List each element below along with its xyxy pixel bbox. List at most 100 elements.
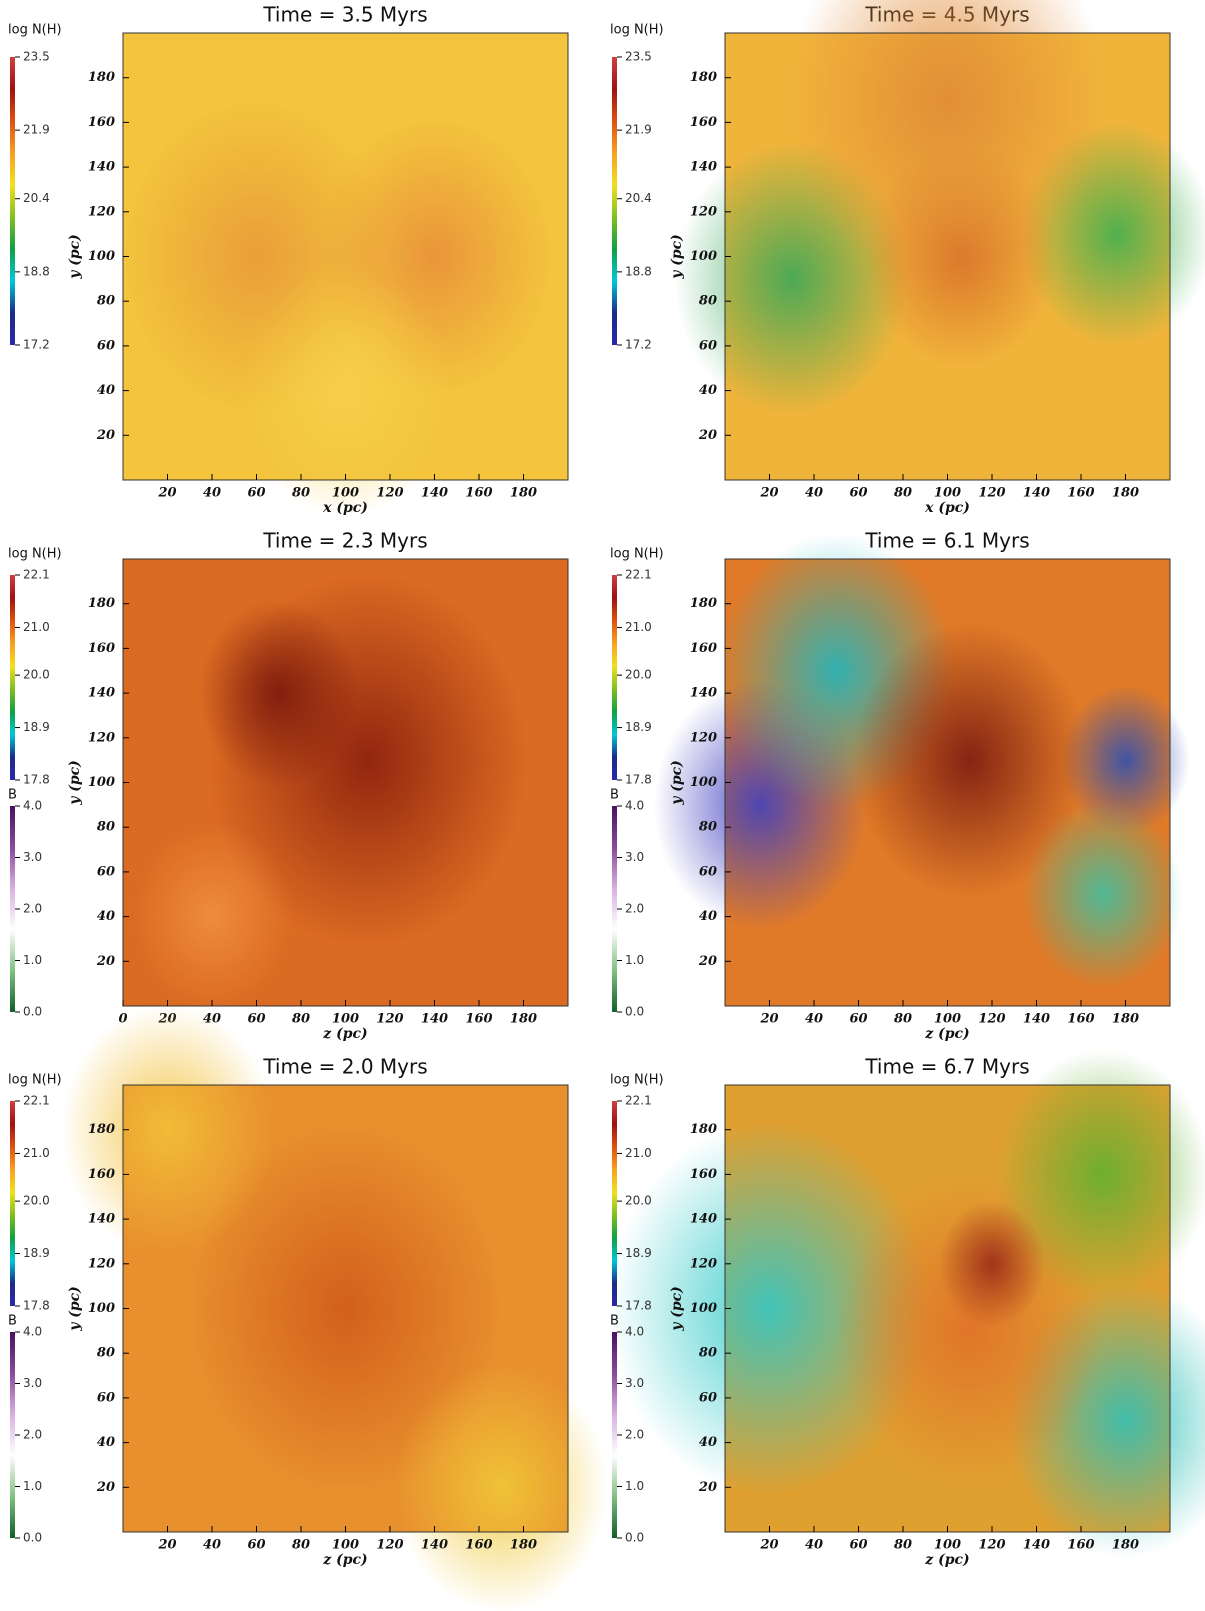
panel-title: Time = 3.5 Myrs bbox=[262, 3, 427, 27]
x-tick-label: 60 bbox=[849, 1012, 867, 1027]
heatmap-texture bbox=[1061, 685, 1190, 836]
colorbar-tick-label: 21.9 bbox=[23, 123, 50, 137]
colorbar-tick-label: 1.0 bbox=[625, 953, 644, 967]
y-tick-label: 40 bbox=[97, 909, 115, 924]
colorbar-tick-label: 2.0 bbox=[23, 1428, 42, 1442]
y-tick-label: 60 bbox=[699, 1390, 717, 1405]
colorbar-tick-label: 22.1 bbox=[23, 1094, 50, 1108]
y-tick-label: 140 bbox=[690, 1212, 717, 1227]
y-tick-label: 120 bbox=[88, 730, 115, 745]
y-tick-label: 140 bbox=[88, 1212, 115, 1227]
x-tick-label: 120 bbox=[376, 1538, 403, 1553]
colorbar bbox=[612, 1101, 617, 1306]
colorbar-label: log N(H) bbox=[610, 23, 664, 38]
y-tick-label: 100 bbox=[88, 775, 115, 790]
panel: Time = 6.7 Myrs 20 40 60 80 100 120 140 160 180 20… bbox=[609, 1049, 1205, 1568]
colorbar-tick-label: 18.9 bbox=[625, 1246, 652, 1260]
x-tick-label: 20 bbox=[157, 486, 176, 501]
y-axis-label: y (pc) bbox=[67, 760, 83, 806]
colorbar-tick-label: 18.9 bbox=[23, 1246, 50, 1260]
y-tick-label: 160 bbox=[690, 1167, 717, 1182]
colorbar-tick-label: 4.0 bbox=[625, 799, 644, 813]
x-tick-label: 60 bbox=[849, 1538, 867, 1553]
x-tick-label: 60 bbox=[247, 1538, 265, 1553]
y-tick-label: 20 bbox=[96, 1480, 115, 1495]
colorbar-tick-label: 22.1 bbox=[625, 1094, 652, 1108]
y-tick-label: 80 bbox=[699, 294, 717, 309]
x-tick-label: 140 bbox=[1023, 1538, 1050, 1553]
heatmap-texture bbox=[131, 822, 293, 1011]
y-tick-label: 60 bbox=[699, 338, 717, 353]
heatmap-texture bbox=[787, 0, 1108, 288]
y-tick-label: 160 bbox=[88, 641, 115, 656]
colorbar-tick-label: 17.8 bbox=[625, 1299, 652, 1313]
colorbar-tick-label: 18.9 bbox=[625, 720, 652, 734]
x-tick-label: 160 bbox=[1067, 486, 1094, 501]
colorbar bbox=[10, 57, 15, 345]
colorbar-tick-label: 20.0 bbox=[625, 1194, 652, 1208]
colorbar-tick-label: 1.0 bbox=[23, 1479, 42, 1493]
x-tick-label: 140 bbox=[421, 486, 448, 501]
y-axis-label: y (pc) bbox=[67, 1286, 83, 1332]
x-axis-label: z (pc) bbox=[924, 1552, 969, 1568]
colorbar-tick-label: 17.2 bbox=[625, 338, 652, 352]
x-tick-label: 80 bbox=[894, 486, 912, 501]
y-tick-label: 100 bbox=[690, 249, 717, 264]
colorbar-tick-label: 22.1 bbox=[23, 568, 50, 582]
x-tick-label: 60 bbox=[849, 486, 867, 501]
colorbar-tick-label: 21.9 bbox=[625, 123, 652, 137]
colorbar-label: B bbox=[8, 788, 17, 803]
x-tick-label: 120 bbox=[978, 1538, 1005, 1553]
colorbar-tick-label: 18.9 bbox=[23, 720, 50, 734]
y-tick-label: 140 bbox=[690, 160, 717, 175]
y-tick-label: 160 bbox=[690, 641, 717, 656]
y-tick-label: 120 bbox=[88, 1256, 115, 1271]
colorbar-label: log N(H) bbox=[8, 547, 62, 562]
heatmap-texture bbox=[60, 1004, 275, 1255]
x-tick-label: 80 bbox=[894, 1012, 912, 1027]
x-tick-label: 80 bbox=[292, 1538, 310, 1553]
y-tick-label: 140 bbox=[88, 160, 115, 175]
y-tick-label: 120 bbox=[88, 204, 115, 219]
colorbar-tick-label: 3.0 bbox=[625, 850, 644, 864]
x-axis-label: z (pc) bbox=[924, 1026, 969, 1042]
y-tick-label: 160 bbox=[690, 115, 717, 130]
colorbar-label: B bbox=[8, 1314, 17, 1329]
heatmap-texture bbox=[996, 1049, 1205, 1300]
colorbar-tick-label: 4.0 bbox=[23, 1325, 42, 1339]
y-tick-label: 20 bbox=[698, 954, 717, 969]
colorbar-tick-label: 1.0 bbox=[23, 953, 42, 967]
colorbar-tick-label: 17.8 bbox=[625, 773, 652, 787]
colorbar-tick-label: 20.0 bbox=[23, 1194, 50, 1208]
colorbar bbox=[612, 1332, 617, 1538]
x-tick-label: 80 bbox=[292, 486, 310, 501]
colorbar-tick-label: 20.4 bbox=[23, 191, 50, 205]
heatmap-texture bbox=[198, 599, 359, 787]
x-tick-label: 100 bbox=[332, 1012, 359, 1027]
x-tick-label: 180 bbox=[1112, 486, 1139, 501]
y-tick-label: 120 bbox=[690, 204, 717, 219]
colorbar-tick-label: 4.0 bbox=[625, 1325, 644, 1339]
panel-title: Time = 6.7 Myrs bbox=[864, 1055, 1029, 1079]
x-tick-label: 100 bbox=[934, 486, 961, 501]
heatmap-texture bbox=[238, 265, 453, 516]
x-tick-label: 180 bbox=[1112, 1012, 1139, 1027]
y-tick-label: 100 bbox=[88, 1301, 115, 1316]
colorbar bbox=[612, 575, 617, 780]
colorbar-label: log N(H) bbox=[610, 547, 664, 562]
y-tick-label: 180 bbox=[88, 596, 115, 611]
colorbar-tick-label: 22.1 bbox=[625, 568, 652, 582]
x-tick-label: 140 bbox=[421, 1012, 448, 1027]
panel: Time = 2.0 Myrs 20 40 60 80 100 120 140 160 180 20… bbox=[8, 1004, 609, 1611]
colorbar-tick-label: 17.2 bbox=[23, 338, 50, 352]
x-tick-label: 180 bbox=[510, 1538, 537, 1553]
panel: Time = 2.3 Myrs0204060801001201401601802… bbox=[8, 529, 569, 1042]
colorbar-tick-label: 21.0 bbox=[625, 1146, 652, 1160]
y-tick-label: 140 bbox=[88, 686, 115, 701]
y-tick-label: 40 bbox=[699, 1435, 717, 1450]
x-tick-label: 180 bbox=[1112, 1538, 1139, 1553]
colorbar bbox=[10, 1332, 15, 1538]
colorbar bbox=[10, 575, 15, 780]
heatmap-texture bbox=[394, 1362, 609, 1611]
